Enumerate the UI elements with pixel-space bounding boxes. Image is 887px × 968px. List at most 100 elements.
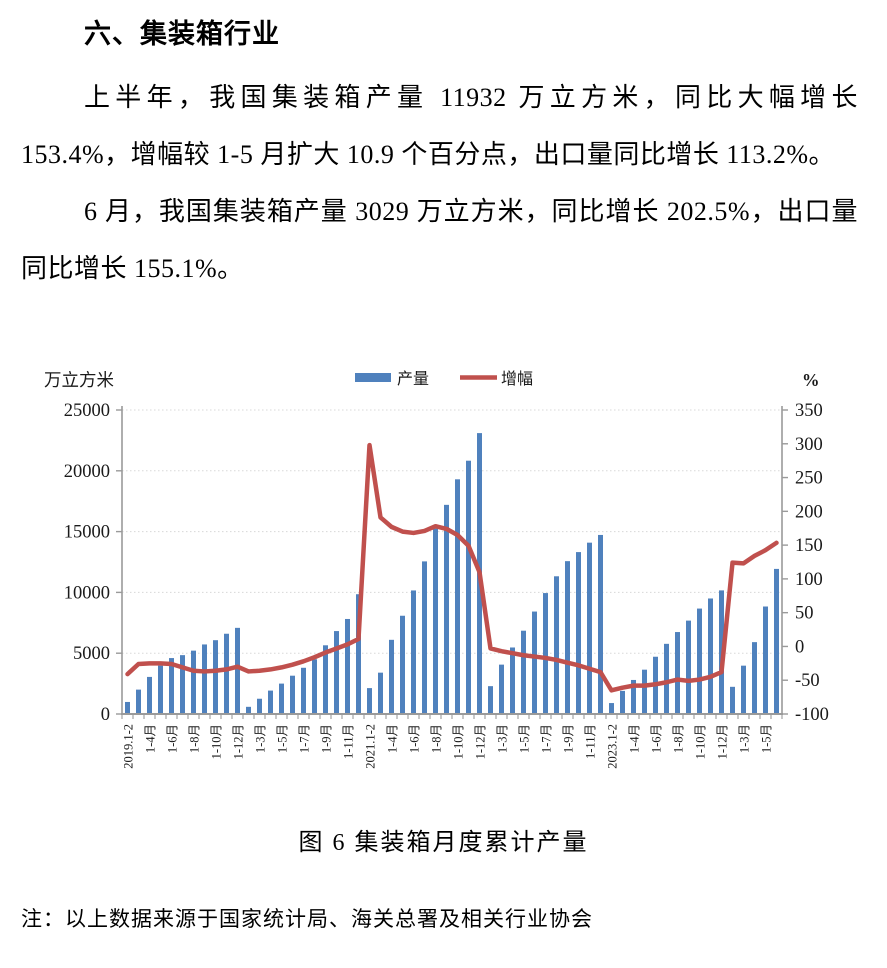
x-tick-label: 1-8月 [430, 724, 444, 753]
production-bar [224, 633, 229, 714]
x-tick-label: 1-5月 [760, 724, 774, 753]
production-bar [433, 528, 438, 714]
production-bar [598, 534, 603, 714]
production-bar [686, 620, 691, 714]
x-tick-label: 1-3月 [496, 724, 510, 753]
x-tick-label: 1-12月 [716, 724, 730, 759]
right-tick-label: -50 [795, 671, 820, 691]
production-bar [708, 598, 713, 714]
x-tick-label: 1-12月 [474, 724, 488, 759]
production-bar [741, 665, 746, 714]
left-tick-label: 20000 [64, 462, 110, 482]
x-tick-label: 2019.1-2 [122, 724, 136, 769]
production-bar [422, 561, 427, 714]
production-bar [763, 606, 768, 714]
production-bar [334, 631, 339, 714]
x-tick-label: 1-4月 [386, 724, 400, 753]
body-text: 上半年，我国集装箱产量 11932 万立方米，同比大幅增长 153.4%，增幅较… [21, 69, 858, 297]
production-bar [268, 690, 273, 714]
production-bar [521, 630, 526, 714]
production-bar [389, 639, 394, 714]
right-tick-label: 0 [795, 637, 804, 657]
production-bar [631, 679, 636, 714]
right-tick-label: -100 [795, 705, 829, 725]
production-bar [411, 590, 416, 714]
x-tick-label: 1-5月 [276, 724, 290, 753]
production-bar [488, 686, 493, 714]
paragraph-half-year: 上半年，我国集装箱产量 11932 万立方米，同比大幅增长 153.4%，增幅较… [21, 83, 858, 169]
production-bar [697, 608, 702, 714]
production-bar [180, 655, 185, 714]
production-bar [147, 676, 152, 714]
production-bar [125, 701, 130, 714]
left-axis-title: 万立方米 [44, 370, 114, 390]
x-axis-labels: 2019.1-2 1-4月 1-6月 1-8月 1-10月 1-12月 1-3月 1-5月 1-… [122, 724, 774, 769]
production-bar [257, 698, 262, 714]
x-tick-label: 2023.1-2 [606, 724, 620, 769]
production-bar [730, 686, 735, 714]
x-tick-label: 1-6月 [166, 724, 180, 753]
production-bar [565, 561, 570, 714]
legend-bar-swatch [355, 373, 391, 382]
right-tick-label: 100 [795, 570, 823, 590]
production-bar [279, 683, 284, 714]
production-bar [587, 542, 592, 714]
production-growth-chart: 0 5000 10000 15000 20000 25000 -100 -50 0 50 100 15… [44, 370, 829, 769]
production-bar [554, 576, 559, 714]
production-bar [301, 667, 306, 714]
x-tick-label: 1-6月 [408, 724, 422, 753]
production-bar [312, 659, 317, 714]
production-bar [576, 552, 581, 714]
x-tick-label: 1-9月 [562, 724, 576, 753]
x-tick-label: 1-6月 [650, 724, 664, 753]
x-tick-label: 1-3月 [254, 724, 268, 753]
right-tick-label: 200 [795, 502, 823, 522]
production-bar [455, 479, 460, 714]
x-tick-label: 2021.1-2 [364, 724, 378, 769]
figure-chart-area: 0 5000 10000 15000 20000 25000 -100 -50 0 50 100 15… [20, 358, 880, 810]
source-note: 注：以上数据来源于国家统计局、海关总署及相关行业协会 [21, 907, 593, 931]
right-tick-label: 50 [795, 604, 814, 624]
x-tick-label: 1-4月 [628, 724, 642, 753]
production-bar [400, 615, 405, 714]
x-tick-label: 1-10月 [452, 724, 466, 759]
production-bar [543, 593, 548, 714]
production-bar [532, 611, 537, 714]
x-tick-label: 1-8月 [672, 724, 686, 753]
production-bar [642, 669, 647, 714]
x-tick-label: 1-7月 [298, 724, 312, 753]
x-tick-label: 1-5月 [518, 724, 532, 753]
chart-legend: 产量 增幅 [355, 370, 533, 388]
right-tick-label: 150 [795, 536, 823, 556]
right-tick-label: 300 [795, 435, 823, 455]
legend-label-chanliang: 产量 [397, 370, 429, 388]
paragraph-june: 6 月，我国集装箱产量 3029 万立方米，同比增长 202.5%，出口量同比增… [21, 197, 858, 283]
production-bar [235, 627, 240, 714]
production-bar [158, 665, 163, 714]
left-tick-label: 10000 [64, 583, 110, 603]
production-bar [609, 703, 614, 714]
x-tick-label: 1-9月 [320, 724, 334, 753]
axes: 0 5000 10000 15000 20000 25000 -100 -50 0 50 100 15… [64, 401, 829, 725]
production-bar [444, 504, 449, 714]
right-tick-label: 250 [795, 469, 823, 489]
production-bar [466, 460, 471, 714]
production-bar [378, 672, 383, 714]
x-tick-label: 1-8月 [188, 724, 202, 753]
x-tick-label: 1-11月 [584, 724, 598, 759]
left-tick-label: 0 [101, 705, 110, 725]
growth-line [125, 442, 779, 693]
production-bar [675, 632, 680, 714]
production-bar [367, 688, 372, 714]
left-tick-label: 5000 [73, 644, 110, 664]
x-tick-label: 1-11月 [342, 724, 356, 759]
production-bar [345, 618, 350, 714]
production-bar [323, 645, 328, 714]
production-bar [136, 689, 141, 714]
figure-caption: 图 6 集装箱月度累计产量 [298, 830, 589, 856]
production-bar [169, 658, 174, 714]
legend-label-zengfu: 增幅 [501, 370, 533, 388]
production-bar [752, 642, 757, 714]
x-tick-label: 1-7月 [540, 724, 554, 753]
production-bar [510, 647, 515, 714]
